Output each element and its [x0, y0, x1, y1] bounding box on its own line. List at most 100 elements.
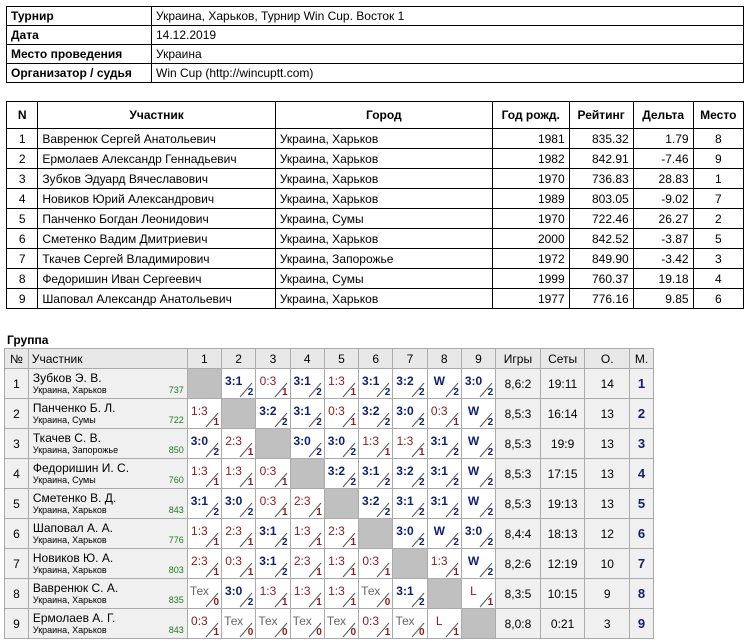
sets-stat: 18:13: [539, 518, 586, 549]
match-result: 2:3 1: [323, 518, 360, 549]
match-result: 3:2 2: [255, 398, 291, 429]
match-points: 2: [419, 597, 425, 608]
match-score: 1:3: [396, 434, 414, 448]
info-key: Место проведения: [6, 44, 152, 64]
info-value: Украина: [151, 44, 744, 64]
match-score: 3:1: [293, 404, 311, 418]
place-stat: 9: [629, 608, 654, 639]
games-stat: 8,2:6: [495, 548, 541, 579]
participant-cell: Ермолаев Александр Геннадьевич: [37, 148, 276, 169]
match-points: 1: [419, 447, 425, 458]
slash-mark: [239, 562, 253, 578]
participant-cell: 5: [692, 228, 745, 249]
match-points: 1: [213, 627, 220, 638]
match-result: 3:0 2: [323, 428, 360, 459]
match-points: 2: [419, 387, 425, 398]
slash-mark: [342, 592, 356, 608]
participant-cell: 3: [692, 248, 745, 269]
player-city: Украина, Харьков: [32, 625, 107, 635]
column-header: Участник: [37, 101, 276, 129]
match-points: 2: [316, 387, 322, 398]
player-city: Украина, Харьков: [32, 505, 107, 515]
match-points: 1: [213, 477, 220, 488]
match-points: 2: [281, 537, 288, 548]
match-score: 1:3: [225, 464, 242, 478]
self-cell: [426, 578, 462, 609]
slash-mark: [308, 442, 322, 458]
participant-cell: 9: [692, 148, 745, 169]
match-result: 1:3 1: [358, 428, 394, 459]
slash-mark: [274, 562, 287, 578]
slash-mark: [308, 592, 322, 608]
player-cell: Зубков Э. В. Украина, Харьков 737: [27, 368, 188, 399]
match-score: 3:1: [362, 374, 380, 388]
player-cell: Сметенко В. Д. Украина, Харьков 843: [27, 488, 188, 519]
participant-cell: 7: [692, 188, 745, 209]
slash-mark: [411, 622, 424, 638]
slash-mark: [239, 382, 253, 398]
column-header: Год рожд.: [491, 101, 570, 129]
match-score: 1:3: [259, 584, 277, 598]
match-score: 3:0: [464, 374, 483, 388]
player-city: Украина, Харьков: [32, 595, 107, 605]
participant-cell: 1970: [491, 208, 570, 229]
match-points: 1: [247, 537, 254, 548]
group-row: 8 Вавренюк С. А. Украина, Харьков 835 Тех 0 3:…: [4, 578, 654, 609]
match-result: 0:3 1: [358, 548, 394, 579]
match-score: 3:2: [362, 404, 380, 418]
player-rating: 722: [168, 415, 184, 425]
player-name: Зубков Э. В.: [32, 371, 102, 385]
match-result: Тех 0: [255, 608, 291, 639]
match-score: 3:0: [396, 524, 414, 538]
match-points: 2: [419, 417, 425, 428]
row-number: 6: [4, 518, 29, 549]
group-column-header: 6: [358, 348, 394, 369]
participant-cell: Украина, Харьков: [274, 168, 493, 189]
row-number: 3: [4, 428, 29, 459]
group-row: 9 Ермолаев А. Г. Украина, Харьков 843 0:3 1 Те…: [4, 608, 654, 639]
match-score: 3:1: [430, 494, 448, 508]
match-score: 0:3: [191, 614, 208, 628]
participant-cell: 2: [5, 148, 39, 169]
points-stat: 3: [584, 608, 631, 639]
participant-cell: 4: [5, 188, 39, 209]
match-result: 3:1 2: [358, 458, 394, 489]
participant-cell: 835.32: [568, 128, 634, 149]
match-score: 3:2: [327, 464, 346, 478]
slash-mark: [274, 592, 287, 608]
slash-mark: [274, 472, 287, 488]
participant-cell: 9.85: [632, 288, 694, 309]
match-score: 3:1: [224, 374, 243, 388]
match-points: 1: [350, 567, 357, 578]
match-points: 1: [453, 567, 459, 578]
match-score: 1:3: [328, 374, 345, 388]
participant-cell: 842.52: [568, 228, 634, 249]
participant-cell: 7: [5, 248, 39, 269]
slash-mark: [479, 532, 493, 548]
info-row: Организатор / судья Win Cup (http://wincu…: [6, 63, 744, 83]
match-points: 1: [281, 507, 288, 518]
match-result: Тех 0: [221, 608, 257, 639]
match-result: Тех 0: [186, 578, 223, 609]
slash-mark: [479, 382, 493, 398]
player-rating: 737: [168, 385, 184, 395]
match-result: 1:3 1: [221, 458, 257, 489]
slash-mark: [342, 622, 356, 638]
match-result: 3:1 2: [255, 518, 291, 549]
player-rating: 803: [168, 565, 184, 575]
slash-mark: [376, 412, 390, 428]
match-result: 0:3 1: [186, 608, 223, 639]
match-score: 3:2: [396, 464, 414, 478]
match-score: 3:1: [259, 554, 277, 568]
slash-mark: [445, 532, 459, 548]
match-score: Тех: [258, 614, 278, 628]
player-city: Украина, Харьков: [32, 385, 107, 395]
match-result: 3:1 2: [289, 368, 325, 399]
participant-cell: 5: [5, 208, 39, 229]
match-result: 1:3 1: [323, 578, 360, 609]
match-score: Тех: [189, 584, 209, 598]
match-points: 2: [487, 387, 494, 398]
match-score: 2:3: [328, 524, 345, 538]
slash-mark: [445, 382, 459, 398]
games-stat: 8,0:8: [495, 608, 541, 639]
